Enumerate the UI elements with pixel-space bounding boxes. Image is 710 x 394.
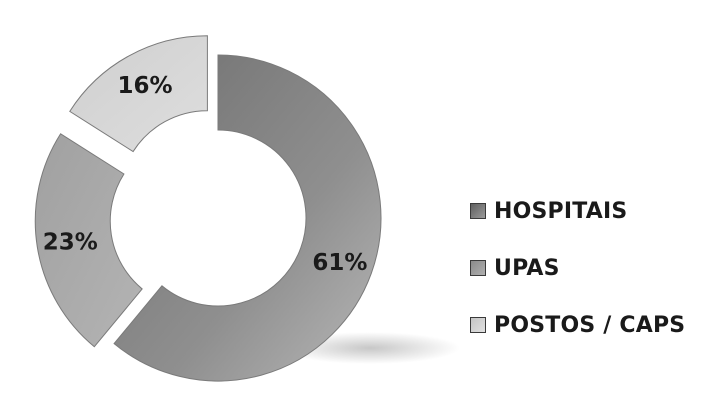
slice-upas (34, 133, 143, 348)
slice-hospitais (113, 54, 382, 382)
legend-label-postos-caps: POSTOS / CAPS (494, 312, 686, 338)
legend-item-postos-caps: POSTOS / CAPS (470, 310, 685, 340)
legend-swatch-postos-caps (470, 317, 486, 333)
legend-swatch-upas (470, 260, 486, 276)
slices-group (34, 35, 382, 382)
slice-postos-caps (69, 35, 208, 153)
slice-label-postos-caps: 16% (117, 73, 172, 99)
legend-item-hospitais: HOSPITAIS (470, 196, 685, 226)
slice-label-hospitais: 61% (312, 250, 367, 276)
legend-label-hospitais: HOSPITAIS (494, 198, 628, 224)
slice-label-upas: 23% (43, 229, 98, 255)
labels-group: 61% 23% 16% (43, 73, 368, 276)
legend: HOSPITAIS UPAS POSTOS / CAPS (470, 196, 685, 367)
legend-swatch-hospitais (470, 203, 486, 219)
legend-label-upas: UPAS (494, 255, 560, 281)
legend-item-upas: UPAS (470, 253, 685, 283)
